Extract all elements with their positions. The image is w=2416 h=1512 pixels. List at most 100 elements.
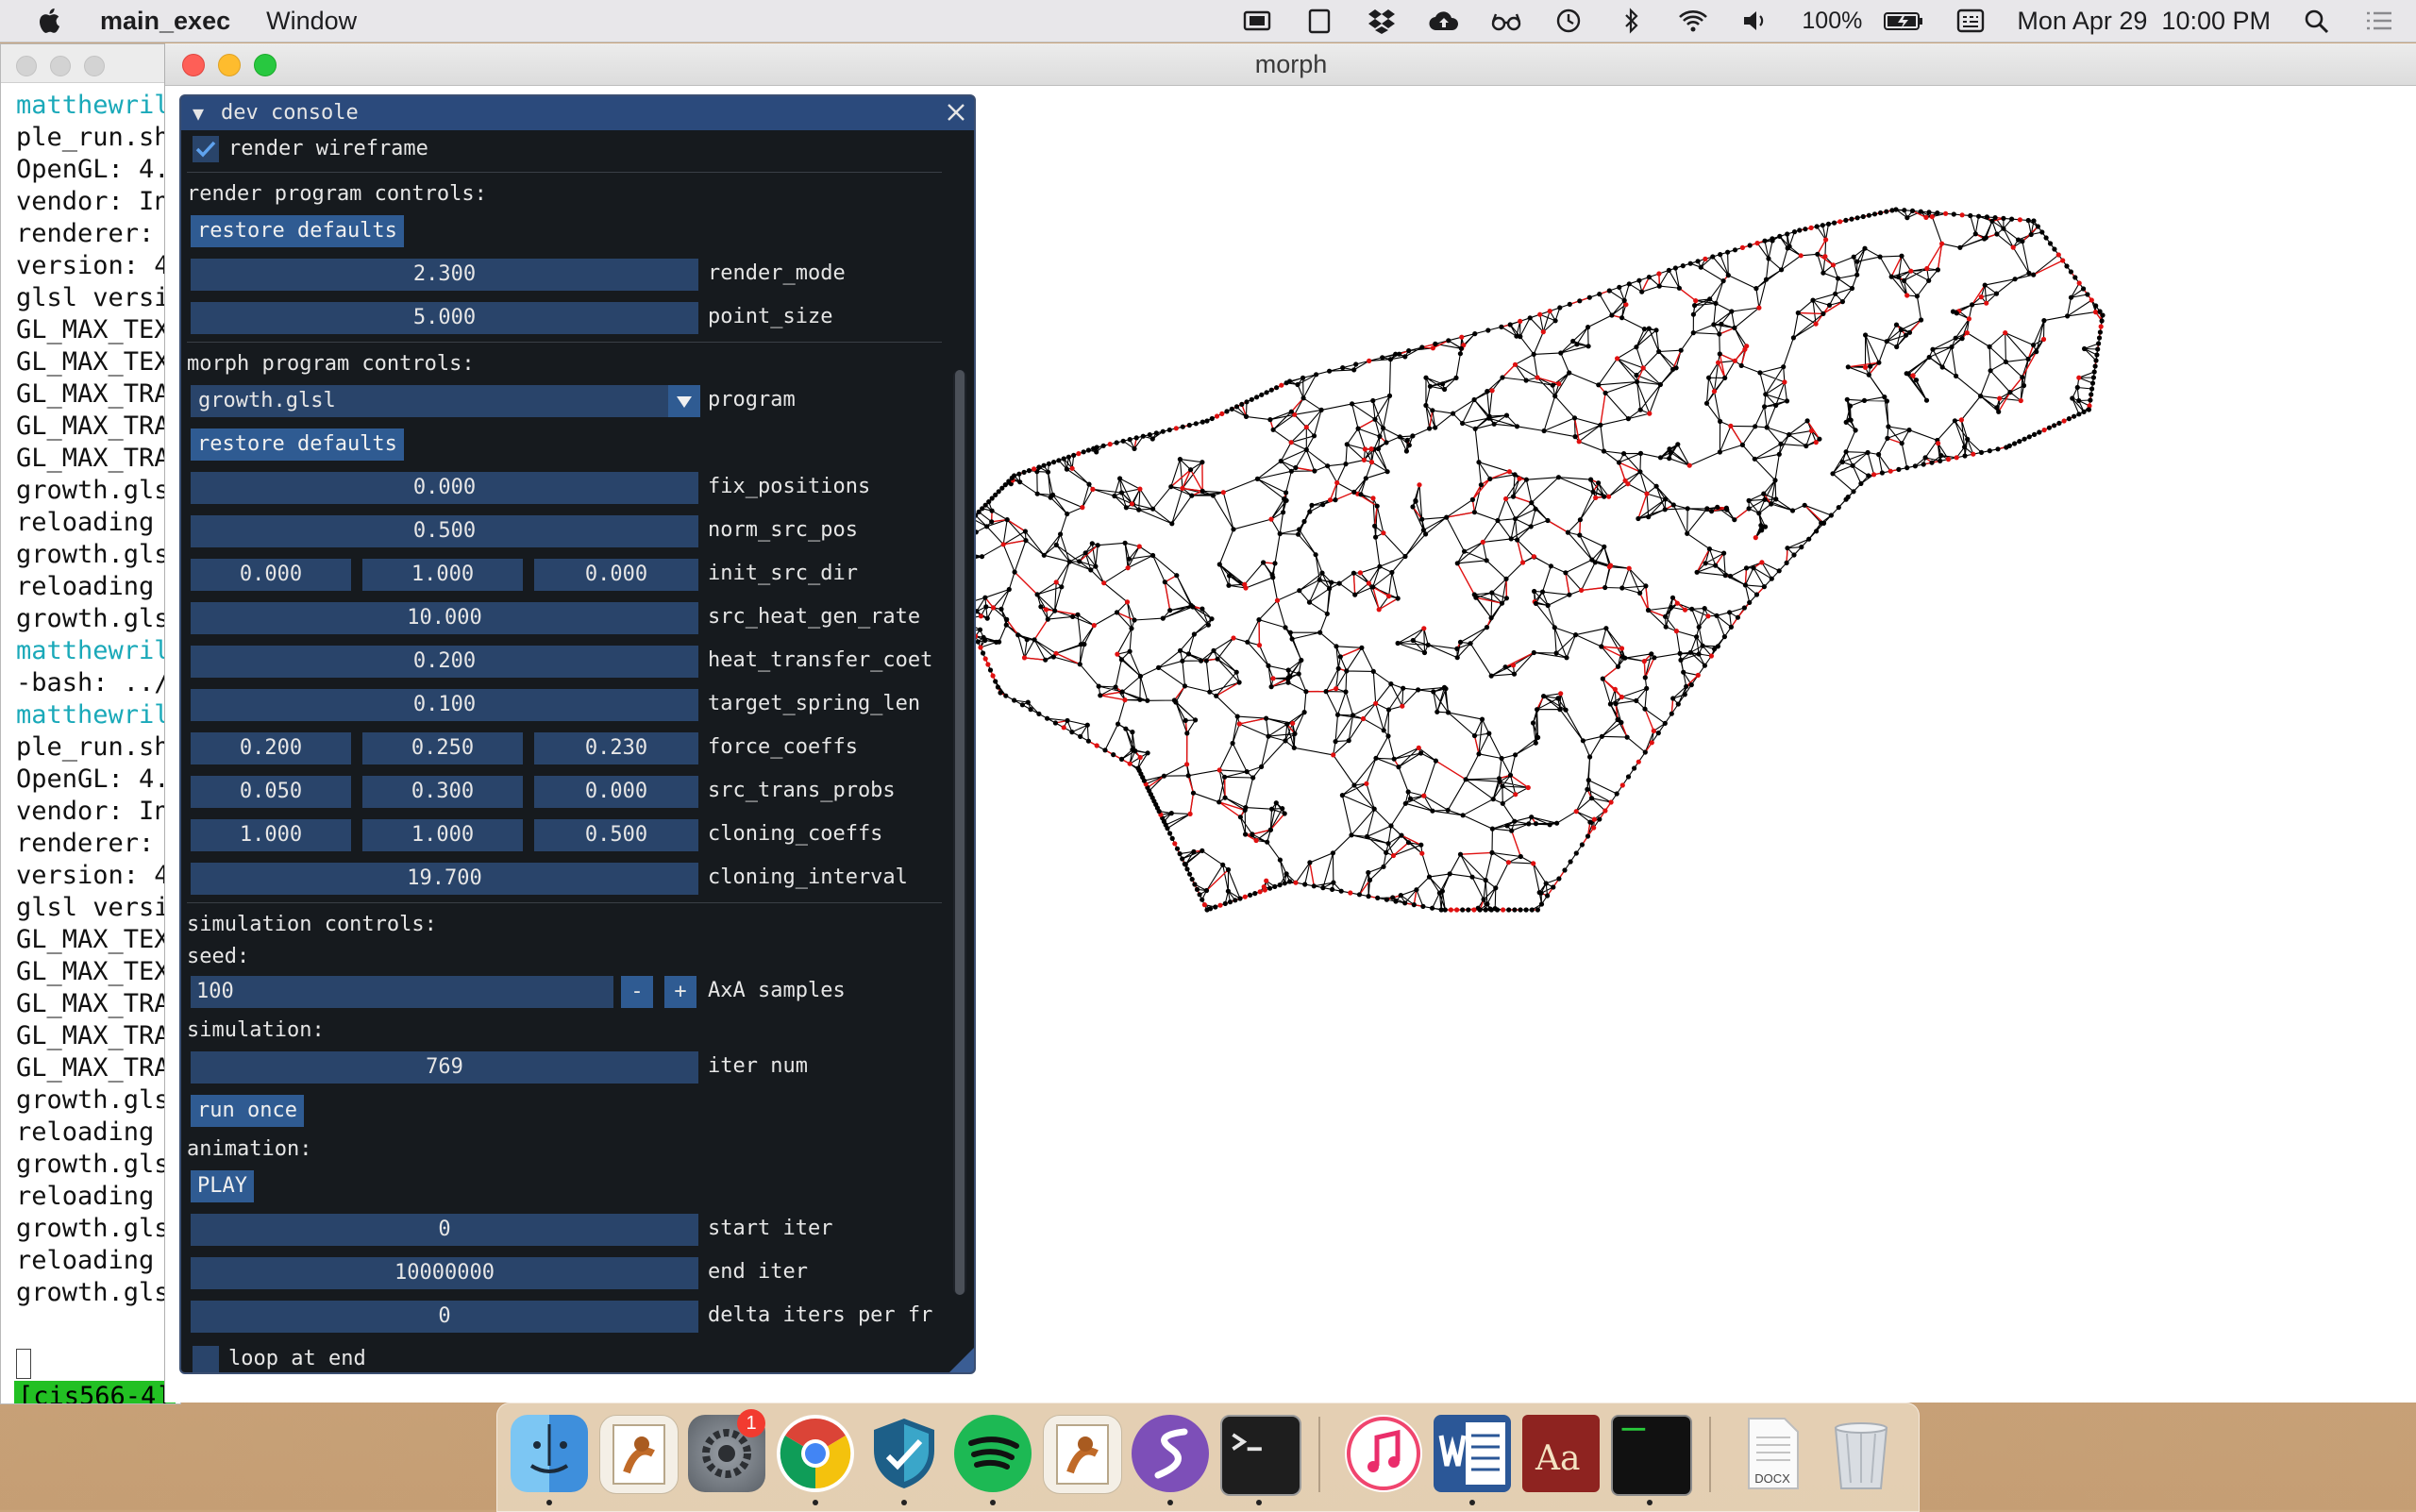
menu-app-name[interactable]: main_exec (100, 6, 231, 35)
window-minimize-button[interactable] (218, 54, 241, 76)
start-iter-field[interactable]: 0 (191, 1214, 698, 1246)
mesh-vertex (1214, 693, 1219, 698)
emacs-icon[interactable] (1132, 1415, 1209, 1492)
src-trans-probs-y[interactable]: 0.300 (362, 776, 523, 808)
init-src-dir-x[interactable]: 0.000 (191, 559, 351, 591)
window-close-button[interactable] (182, 54, 205, 76)
heat-transfer-coef-slider[interactable]: 0.200 (191, 646, 698, 678)
mesh-vertex (1096, 683, 1101, 689)
word-icon[interactable] (1434, 1415, 1511, 1492)
mesh-vertex (1685, 506, 1690, 512)
loop-at-end-checkbox[interactable] (193, 1346, 219, 1372)
mesh-vertex (1592, 560, 1598, 565)
iter-num-field[interactable]: 769 (191, 1051, 698, 1084)
preview-icon[interactable] (599, 1415, 679, 1494)
tablet-icon[interactable] (1303, 7, 1335, 35)
mesh-vertex (1619, 646, 1625, 651)
scrollbar-thumb[interactable] (955, 370, 965, 1295)
fix-positions-slider[interactable]: 0.000 (191, 472, 698, 504)
init-src-dir-z[interactable]: 0.000 (534, 559, 698, 591)
restore-defaults-morph-button[interactable]: restore defaults (191, 428, 404, 461)
console-scrollbar[interactable] (953, 370, 966, 1295)
volume-icon[interactable] (1739, 7, 1771, 35)
render-wireframe-checkbox[interactable] (193, 136, 219, 162)
time-machine-icon[interactable] (1552, 7, 1585, 35)
collapse-triangle-icon[interactable]: ▼ (193, 102, 205, 125)
delta-iters-field[interactable]: 0 (191, 1301, 698, 1333)
mesh-vertex (1613, 701, 1619, 707)
src-heat-gen-rate-slider[interactable]: 10.000 (191, 602, 698, 634)
console-titlebar[interactable]: ▼ dev console (181, 96, 974, 130)
wireframe-mesh-viewport[interactable] (945, 89, 2416, 1403)
preview-2-icon[interactable] (1043, 1415, 1122, 1494)
notification-center-icon[interactable] (2363, 7, 2395, 35)
run-once-button[interactable]: run once (191, 1095, 304, 1127)
point-size-slider[interactable]: 5.000 (191, 302, 698, 334)
input-menu-icon[interactable] (1955, 7, 1987, 35)
mesh-vertex (1406, 348, 1412, 354)
mesh-vertex (1078, 733, 1083, 740)
finder-icon[interactable] (511, 1415, 588, 1492)
dictionary-icon[interactable]: Aa (1522, 1415, 1600, 1492)
terminal-window[interactable]: matthewril ple_run.sh OpenGL: 4. vendor: In… (0, 43, 181, 1404)
spotlight-search-icon[interactable] (2301, 7, 2333, 35)
docx-document-icon[interactable]: DOCX (1734, 1415, 1811, 1492)
morph-titlebar[interactable]: morph (165, 43, 2416, 86)
mesh-vertex (1281, 510, 1286, 515)
program-combo[interactable]: growth.glsl (191, 385, 668, 417)
cloning-coeffs-x[interactable]: 1.000 (191, 819, 351, 851)
src-trans-probs-label: src_trans_probs (708, 779, 896, 802)
mesh-vertex (1059, 584, 1065, 590)
mesh-vertex (1082, 642, 1087, 647)
apple-menu-icon[interactable] (36, 5, 64, 37)
resize-grip-icon[interactable] (949, 1348, 974, 1372)
clock[interactable]: Mon Apr 29 10:00 PM (2017, 6, 2271, 35)
mesh-vertex (1124, 599, 1131, 605)
src-trans-probs-z[interactable]: 0.000 (534, 776, 698, 808)
force-coeffs-x[interactable]: 0.200 (191, 732, 351, 764)
window-zoom-button[interactable] (254, 54, 277, 76)
terminal-icon[interactable] (1220, 1415, 1301, 1496)
close-icon[interactable] (944, 100, 968, 125)
cloud-upload-icon[interactable] (1428, 7, 1460, 35)
cloning-interval-slider[interactable]: 19.700 (191, 863, 698, 895)
target-spring-len-slider[interactable]: 0.100 (191, 689, 698, 721)
chrome-icon[interactable] (777, 1415, 854, 1492)
seed-input[interactable]: 100 (191, 976, 613, 1008)
dev-console-panel[interactable]: ▼ dev console render wireframe render pr… (179, 94, 976, 1374)
terminal-titlebar[interactable] (1, 44, 180, 83)
seed-increment-button[interactable]: + (664, 976, 696, 1008)
glasses-icon[interactable] (1490, 7, 1522, 35)
trash-icon[interactable] (1822, 1415, 1900, 1492)
menu-window[interactable]: Window (266, 6, 358, 35)
terminal-close-button[interactable] (16, 56, 37, 76)
music-icon[interactable] (1345, 1415, 1422, 1492)
exec-icon[interactable] (1611, 1415, 1692, 1496)
force-coeffs-y[interactable]: 0.250 (362, 732, 523, 764)
chevron-down-icon[interactable] (668, 385, 700, 417)
cloning-coeffs-y[interactable]: 1.000 (362, 819, 523, 851)
cloning-coeffs-z[interactable]: 0.500 (534, 819, 698, 851)
force-coeffs-z[interactable]: 0.230 (534, 732, 698, 764)
mesh-vertex (1222, 795, 1228, 800)
render-mode-slider[interactable]: 2.300 (191, 259, 698, 291)
dropbox-icon[interactable] (1366, 7, 1398, 35)
spotify-icon[interactable] (954, 1415, 1032, 1492)
terminal-minimize-button[interactable] (50, 56, 71, 76)
src-trans-probs-x[interactable]: 0.050 (191, 776, 351, 808)
norm-src-pos-slider[interactable]: 0.500 (191, 515, 698, 547)
battery-icon[interactable] (1883, 7, 1924, 35)
wifi-icon[interactable] (1677, 7, 1709, 35)
bluetooth-icon[interactable] (1615, 7, 1647, 35)
restore-defaults-render-button[interactable]: restore defaults (191, 215, 404, 247)
seed-decrement-button[interactable]: - (621, 976, 653, 1008)
play-button[interactable]: PLAY (191, 1170, 254, 1202)
display-icon[interactable] (1241, 7, 1273, 35)
terminal-zoom-button[interactable] (84, 56, 105, 76)
sophos-icon[interactable] (865, 1415, 943, 1492)
mesh-vertex (1248, 892, 1253, 899)
battery-percent[interactable]: 100% (1802, 7, 1863, 34)
init-src-dir-y[interactable]: 1.000 (362, 559, 523, 591)
mesh-vertex (1820, 520, 1827, 526)
end-iter-field[interactable]: 10000000 (191, 1257, 698, 1289)
